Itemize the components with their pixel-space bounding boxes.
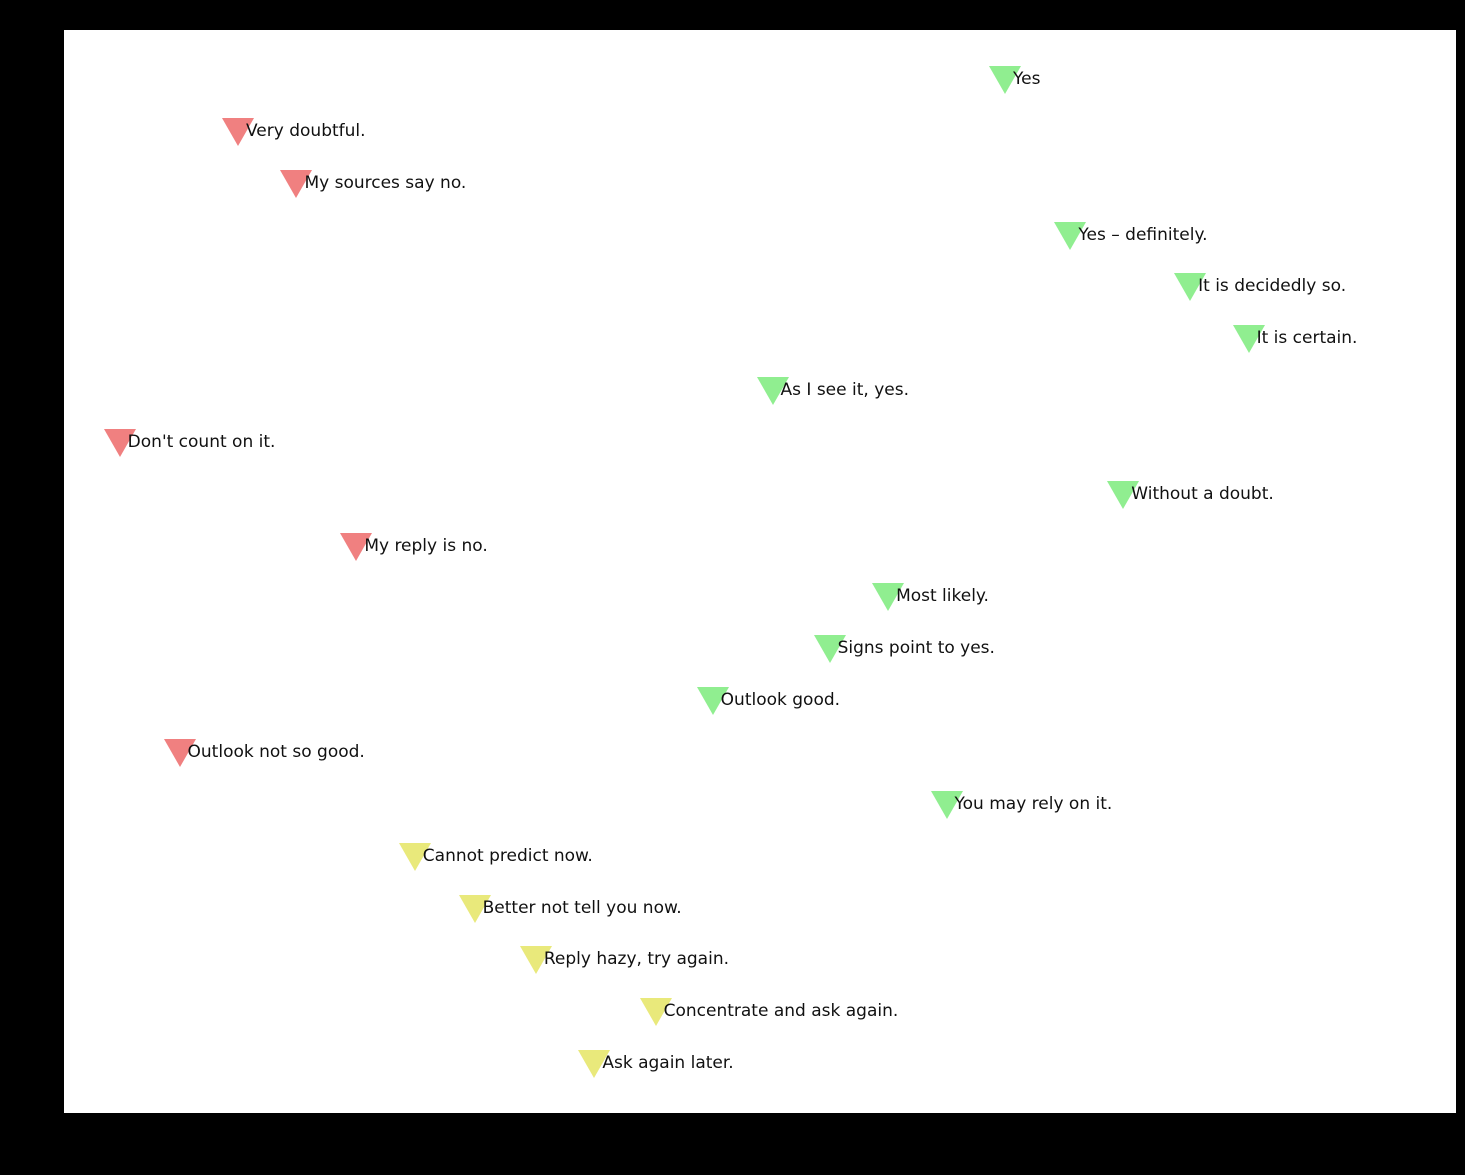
point-label: My reply is no. bbox=[364, 535, 488, 556]
triangle-down-marker bbox=[519, 946, 552, 975]
point-label: Yes bbox=[1012, 68, 1041, 89]
point-label: It is decidedly so. bbox=[1198, 275, 1347, 296]
triangle-down-marker bbox=[1054, 221, 1087, 250]
point-label: Ask again later. bbox=[602, 1053, 734, 1074]
point-label: Most likely. bbox=[896, 586, 989, 607]
point-label: Outlook good. bbox=[720, 690, 841, 711]
triangle-down-marker bbox=[1232, 324, 1265, 353]
point-label: Outlook not so good. bbox=[187, 742, 365, 763]
point-label: My sources say no. bbox=[304, 172, 467, 193]
point-label: Very doubtful. bbox=[246, 120, 366, 141]
point-label: Concentrate and ask again. bbox=[663, 1001, 899, 1022]
triangle-down-marker bbox=[1107, 480, 1140, 509]
triangle-down-marker bbox=[696, 687, 729, 716]
point-label: Cannot predict now. bbox=[422, 846, 593, 867]
point-label: Signs point to yes. bbox=[837, 638, 995, 659]
triangle-down-marker bbox=[398, 843, 431, 872]
point-label: Without a doubt. bbox=[1131, 483, 1274, 504]
triangle-down-marker bbox=[1174, 272, 1207, 301]
point-label: Better not tell you now. bbox=[482, 898, 682, 919]
triangle-down-marker bbox=[103, 428, 136, 457]
triangle-down-marker bbox=[340, 532, 373, 561]
point-label: It is certain. bbox=[1256, 327, 1358, 348]
point-label: Reply hazy, try again. bbox=[543, 949, 729, 970]
point-label: Yes – definitely. bbox=[1078, 224, 1208, 245]
triangle-down-marker bbox=[756, 376, 789, 405]
triangle-down-marker bbox=[458, 895, 491, 924]
point-label: As I see it, yes. bbox=[780, 379, 909, 400]
triangle-down-marker bbox=[163, 739, 196, 768]
plot-area: Yes Very doubtful. My sources say no. Ye… bbox=[64, 30, 1456, 1113]
triangle-down-marker bbox=[988, 65, 1021, 94]
triangle-down-marker bbox=[578, 1050, 611, 1079]
triangle-down-marker bbox=[813, 635, 846, 664]
point-label: You may rely on it. bbox=[954, 794, 1113, 815]
triangle-down-marker bbox=[930, 791, 963, 820]
point-label: Don't count on it. bbox=[127, 431, 276, 452]
triangle-down-marker bbox=[280, 169, 313, 198]
triangle-down-marker bbox=[639, 998, 672, 1027]
triangle-down-marker bbox=[872, 583, 905, 612]
triangle-down-marker bbox=[222, 117, 254, 146]
